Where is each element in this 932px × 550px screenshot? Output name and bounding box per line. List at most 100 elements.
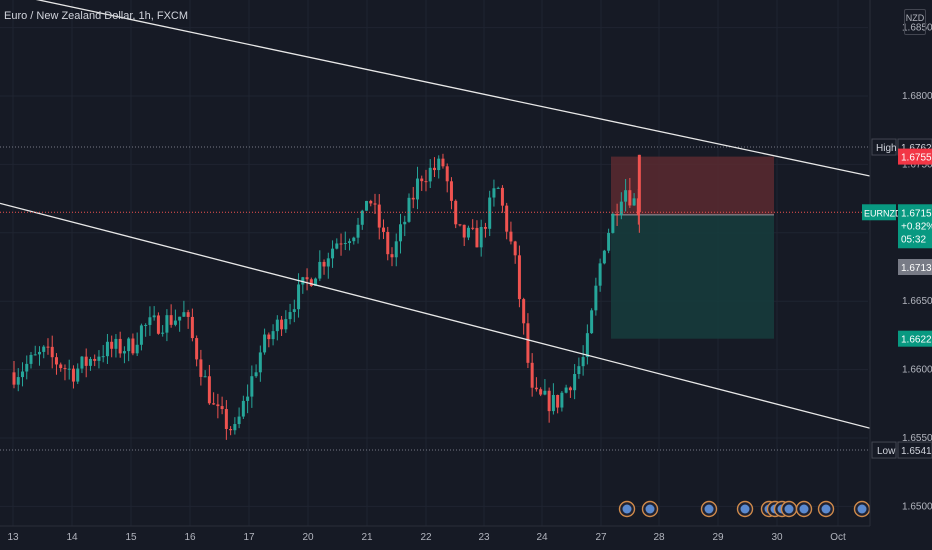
candle-body: [624, 190, 628, 202]
candle-body: [343, 242, 347, 244]
candle-body: [594, 285, 598, 311]
candle-body: [118, 338, 122, 354]
candle-body: [577, 366, 581, 375]
candle-body: [127, 338, 131, 352]
stop-price-tag: 1.67557: [901, 153, 932, 164]
time-axis: [0, 526, 932, 550]
candle-body: [326, 258, 330, 267]
candle-body: [59, 364, 63, 369]
candle-body: [318, 261, 322, 279]
candle-body: [67, 368, 71, 370]
candle-body: [526, 323, 530, 363]
candle-body: [619, 201, 623, 216]
target-price-tag-bg: [898, 330, 932, 347]
x-tick-label: 21: [361, 532, 373, 543]
candle-body: [611, 213, 615, 233]
candle-body: [475, 227, 479, 248]
candle-body: [263, 334, 267, 353]
candle-body: [237, 416, 241, 425]
candle-body: [267, 334, 271, 340]
x-tick-label: 14: [66, 532, 78, 543]
candle-body: [161, 332, 165, 334]
candle-body: [509, 231, 513, 242]
candle-body: [131, 338, 135, 354]
candle-body: [356, 224, 360, 238]
candle-body: [449, 181, 453, 201]
x-tick-label: 13: [7, 532, 19, 543]
x-tick-label: 29: [712, 532, 724, 543]
candle-body: [97, 356, 101, 361]
y-tick-label: 1.68500: [902, 23, 932, 34]
candle-body: [280, 319, 284, 330]
x-tick-label: Oct: [830, 532, 846, 543]
candle-body: [220, 406, 224, 410]
candle-body: [54, 357, 58, 365]
lower-trendline: [0, 202, 932, 445]
candle-body: [190, 316, 194, 339]
low-label: Low: [877, 446, 896, 457]
candle-body: [437, 158, 441, 171]
event-icon-flag: [784, 504, 794, 514]
candle-body: [203, 376, 207, 378]
candle-body: [80, 356, 84, 369]
candle-body: [186, 312, 190, 317]
x-tick-label: 22: [420, 532, 432, 543]
candle-body: [12, 372, 16, 385]
candle-body: [505, 205, 509, 232]
candle-body: [246, 396, 250, 401]
candle-body: [517, 255, 521, 300]
high-price-tag: 1.67627: [901, 143, 932, 154]
candle-body: [560, 392, 564, 408]
price-change: +0.82%: [901, 221, 932, 232]
candle-body: [331, 248, 335, 259]
candle-body: [144, 324, 148, 326]
candle-body: [339, 243, 343, 245]
candle-body: [114, 338, 118, 349]
candle-body: [407, 197, 411, 222]
candle-body: [37, 351, 41, 355]
entry-price-tag-bg: [898, 259, 932, 275]
candle-body: [46, 346, 50, 348]
candle-body: [547, 390, 551, 412]
candle-body: [500, 187, 504, 206]
x-tick-label: 16: [184, 532, 196, 543]
candle-body: [314, 278, 318, 286]
candle-body: [590, 310, 594, 334]
candle-body: [84, 356, 88, 366]
candle-body: [607, 232, 611, 251]
candle-body: [76, 368, 80, 382]
candle-body: [110, 341, 114, 349]
candle-body: [195, 338, 199, 360]
high-label: High: [876, 143, 897, 154]
last-price: 1.67150: [901, 208, 932, 219]
candle-body: [258, 352, 262, 373]
candle-body: [309, 279, 313, 286]
candle-body: [479, 226, 483, 248]
y-tick-label: 1.66500: [902, 296, 932, 307]
candle-body: [16, 377, 20, 385]
candle-body: [88, 358, 92, 366]
y-tick-label: 1.68000: [902, 91, 932, 102]
candle-body: [156, 315, 160, 334]
y-tick-label: 1.65000: [902, 501, 932, 512]
candle-body: [241, 400, 245, 417]
candle-body: [628, 190, 632, 206]
candle-body: [199, 359, 203, 377]
high-label-bg: [871, 138, 897, 156]
x-tick-label: 30: [771, 532, 783, 543]
candle-body: [415, 178, 419, 200]
x-tick-label: 20: [302, 532, 314, 543]
candle-body: [271, 331, 275, 340]
candle-body: [466, 227, 470, 238]
currency-badge[interactable]: NZD: [904, 9, 926, 35]
event-icon-flag: [704, 504, 714, 514]
symbol-tag-bg: [862, 204, 896, 221]
symbol-label: EURNZD: [864, 208, 902, 218]
candle-body: [581, 357, 585, 367]
candle-body: [573, 374, 577, 391]
candle-body: [556, 394, 560, 408]
candle-body: [615, 213, 619, 216]
